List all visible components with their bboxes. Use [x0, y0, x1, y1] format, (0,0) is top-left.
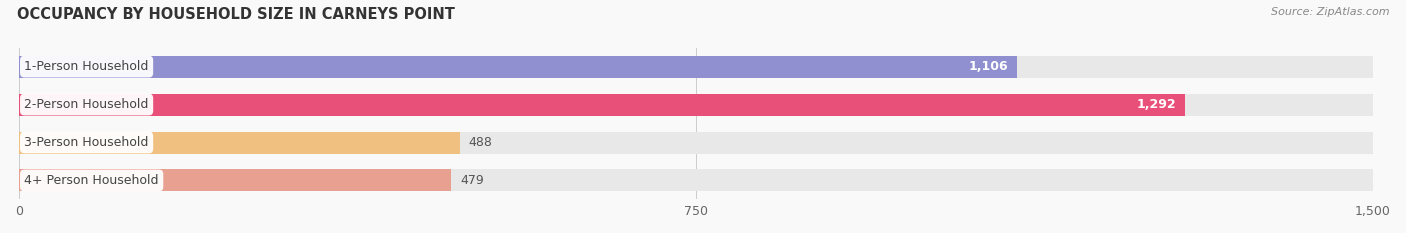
- Bar: [20, 131, 1374, 154]
- Bar: [20, 93, 1374, 116]
- Text: 3-Person Household: 3-Person Household: [24, 136, 149, 149]
- Bar: [20, 169, 1374, 192]
- Text: 488: 488: [468, 136, 492, 149]
- Bar: [20, 56, 1374, 78]
- Text: 1-Person Household: 1-Person Household: [24, 60, 149, 73]
- Bar: [20, 56, 1018, 78]
- Text: 479: 479: [460, 174, 484, 187]
- Text: OCCUPANCY BY HOUSEHOLD SIZE IN CARNEYS POINT: OCCUPANCY BY HOUSEHOLD SIZE IN CARNEYS P…: [17, 7, 454, 22]
- Text: 1,106: 1,106: [969, 60, 1008, 73]
- Bar: [20, 131, 460, 154]
- Text: 1,292: 1,292: [1136, 98, 1177, 111]
- Text: 4+ Person Household: 4+ Person Household: [24, 174, 159, 187]
- Bar: [20, 169, 451, 192]
- Text: 2-Person Household: 2-Person Household: [24, 98, 149, 111]
- Bar: [20, 93, 1185, 116]
- Text: Source: ZipAtlas.com: Source: ZipAtlas.com: [1271, 7, 1389, 17]
